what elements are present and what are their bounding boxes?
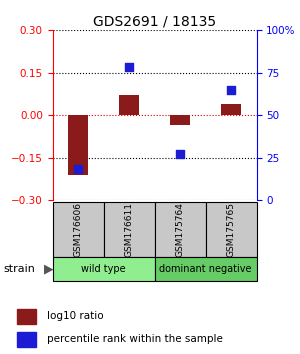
- Bar: [154, 257, 256, 281]
- Point: [127, 65, 131, 70]
- Bar: [170, 115, 190, 125]
- Text: percentile rank within the sample: percentile rank within the sample: [47, 335, 223, 344]
- Bar: [52, 202, 104, 257]
- Bar: [17, 332, 36, 347]
- Text: dominant negative: dominant negative: [159, 264, 252, 274]
- Bar: [206, 202, 256, 257]
- Bar: [119, 95, 139, 115]
- Text: GSM176606: GSM176606: [74, 202, 82, 257]
- Bar: [154, 202, 206, 257]
- Text: GSM175765: GSM175765: [226, 202, 236, 257]
- Bar: [221, 104, 241, 115]
- Bar: [103, 202, 154, 257]
- Point: [76, 167, 80, 172]
- Text: GSM175764: GSM175764: [176, 202, 184, 257]
- Text: strain: strain: [3, 264, 35, 274]
- Title: GDS2691 / 18135: GDS2691 / 18135: [93, 15, 216, 29]
- Text: GSM176611: GSM176611: [124, 202, 134, 257]
- Text: wild type: wild type: [81, 264, 126, 274]
- Text: ▶: ▶: [44, 263, 53, 276]
- Bar: [52, 257, 154, 281]
- Point: [178, 151, 182, 157]
- Bar: [17, 309, 36, 324]
- Bar: [68, 115, 88, 175]
- Point: [229, 87, 233, 92]
- Text: log10 ratio: log10 ratio: [47, 312, 104, 321]
